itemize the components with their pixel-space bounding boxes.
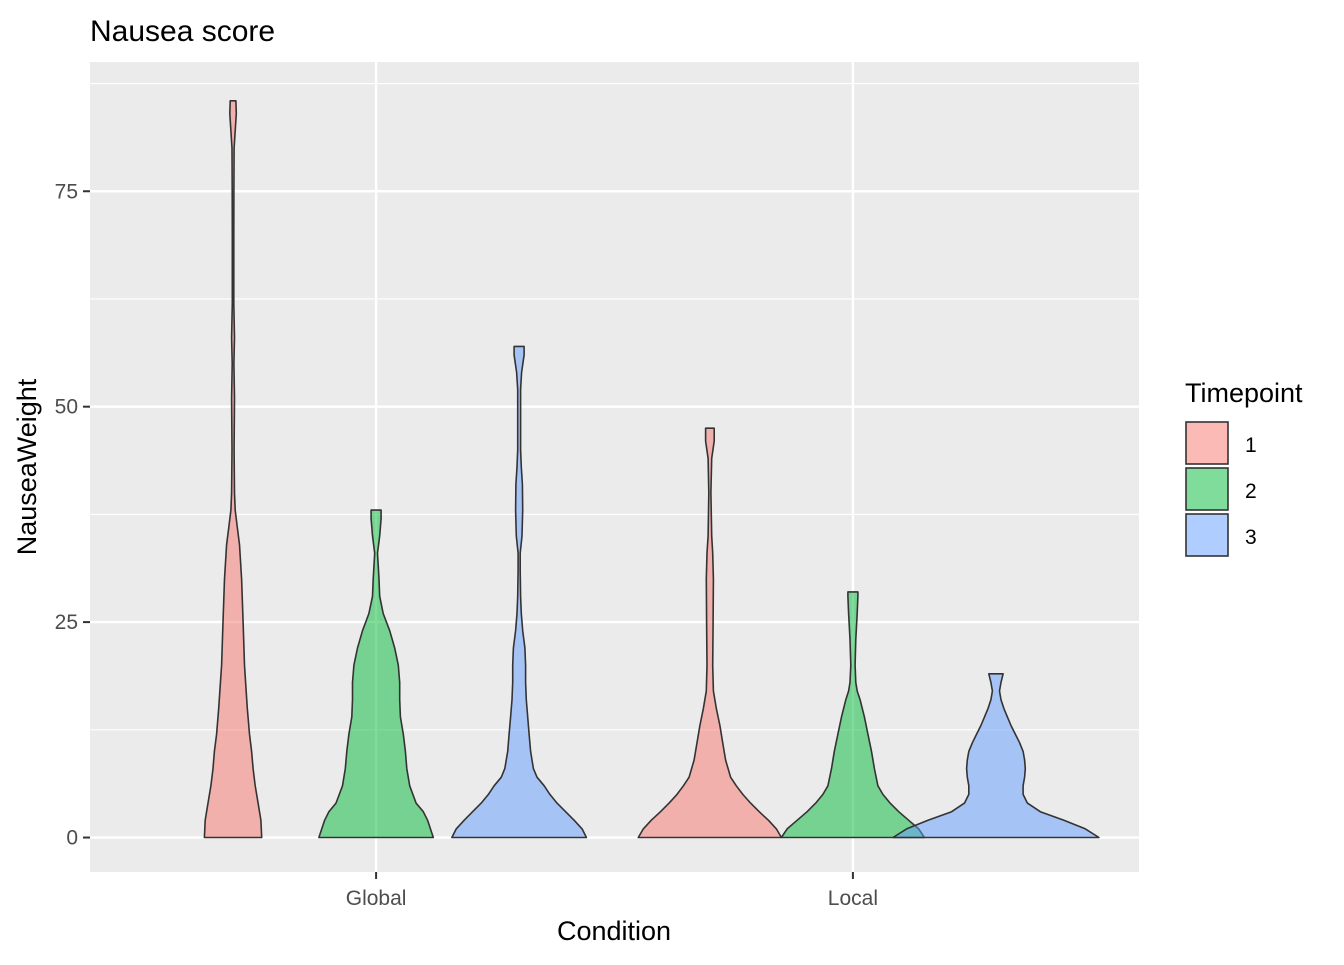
legend-label-1: 1 [1245,434,1257,457]
plot-panel [90,62,1139,872]
violin-global-timepoint-3 [451,345,588,839]
legend-title: Timepoint [1185,378,1303,408]
legend: Timepoint 1 2 3 [1185,378,1303,557]
y-axis: 0 25 50 75 [55,180,90,850]
y-axis-title: NauseaWeight [12,378,42,555]
legend-key-3 [1185,513,1229,557]
violin-local-timepoint-1 [637,427,783,839]
legend-label-2: 2 [1245,480,1257,503]
chart-title: Nausea score [90,15,275,48]
x-axis: Global Local [346,872,878,910]
y-tick-label: 50 [55,396,78,419]
violin-local-timepoint-2 [780,591,926,839]
y-tick-label: 25 [55,611,78,634]
x-axis-title: Condition [557,916,671,946]
y-tick-label: 0 [66,827,78,850]
violin-global-timepoint-1 [203,100,263,839]
y-tick-label: 75 [55,180,78,203]
violin-global-timepoint-2 [318,509,435,839]
legend-key-1 [1185,421,1229,465]
x-tick-label-local: Local [828,887,878,910]
grid-minor [90,82,1139,731]
violin-layer [203,100,1100,839]
violin-local-timepoint-3 [892,673,1100,839]
x-tick-label-global: Global [346,887,407,910]
legend-label-3: 3 [1245,526,1257,549]
legend-key-2 [1185,467,1229,511]
